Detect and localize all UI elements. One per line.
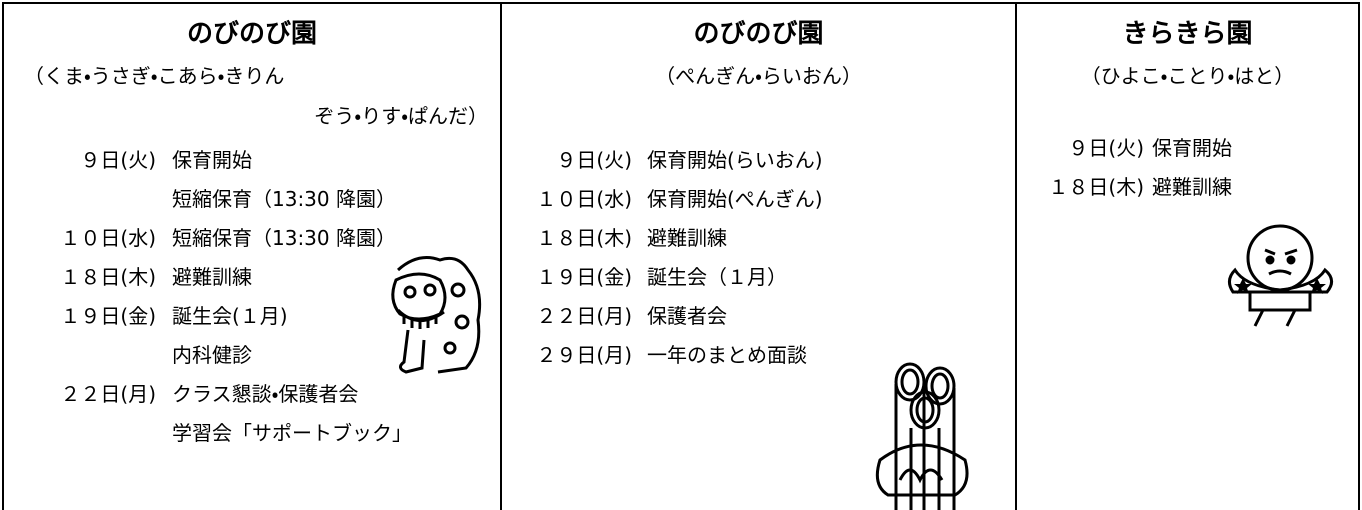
column-title: のびのび園 — [693, 19, 824, 49]
event-text: 一年のまとめ面談 — [647, 343, 807, 367]
subtitle-line: （ひよこ・ことり・はと） — [1080, 64, 1295, 88]
event-text: 内科健診 — [172, 343, 252, 367]
event-row: ９日(火) 保育開始(らいおん) — [502, 141, 1015, 180]
event-row: １０日(水) 保育開始(ぺんぎん) — [502, 180, 1015, 219]
event-text: クラス懇談・保護者会 — [172, 382, 359, 406]
column-title: きらきら園 — [1122, 19, 1253, 49]
subtitle-line: （ぺんぎん・らいおん） — [655, 64, 862, 88]
event-date: ２２日(月) — [60, 382, 156, 406]
event-text: 避難訓練 — [1152, 175, 1232, 199]
column-title: のびのび園 — [186, 19, 317, 49]
subtitle: （ひよこ・ことり・はと） — [1017, 56, 1358, 96]
event-date: １８日(木) — [1048, 175, 1144, 199]
event-date: １９日(金) — [536, 265, 632, 289]
event-list: ９日(火) 保育開始(らいおん) １０日(水) 保育開始(ぺんぎん) １８日(木) 避難訓… — [502, 141, 1015, 375]
event-date: １０日(水) — [60, 226, 156, 250]
event-date: １０日(水) — [536, 187, 632, 211]
event-row: ２２日(月) クラス懇談・保護者会 — [4, 375, 500, 414]
event-row: ９日(火) 保育開始 — [1017, 129, 1358, 168]
event-row: １９日(金) 誕生会(１月) — [4, 297, 500, 336]
event-text: 保育開始(ぺんぎん) — [647, 187, 823, 211]
event-date: ９日(火) — [80, 148, 156, 172]
event-date: ９日(火) — [1068, 136, 1144, 160]
event-text: 誕生会(１月) — [172, 304, 288, 328]
event-row: １８日(木) 避難訓練 — [1017, 168, 1358, 207]
event-text: 学習会「サポートブック」 — [172, 421, 412, 445]
column: のびのび園 （ぺんぎん・らいおん） ９日(火) 保育開始(らいおん) １０日(水) 保育開… — [500, 2, 1015, 510]
event-text: 保育開始(らいおん) — [647, 148, 823, 172]
event-row: １９日(金) 誕生会（１月） — [502, 258, 1015, 297]
event-list: ９日(火) 保育開始短縮保育（13:30 降園） １０日(水) 短縮保育（13:30 … — [4, 141, 500, 453]
event-text: 短縮保育（13:30 降園） — [172, 187, 396, 211]
event-text: 誕生会（１月） — [647, 265, 787, 289]
event-date: ２２日(月) — [536, 304, 632, 328]
event-row: 学習会「サポートブック」 — [4, 414, 500, 453]
event-text: 避難訓練 — [172, 265, 252, 289]
doll-illustration — [1228, 224, 1333, 327]
event-date: ２９日(月) — [536, 343, 632, 367]
event-row: １８日(木) 避難訓練 — [502, 219, 1015, 258]
subtitle: （ぺんぎん・らいおん） — [502, 56, 1015, 96]
event-row: ２２日(月) 保護者会 — [502, 297, 1015, 336]
event-row: １０日(水) 短縮保育（13:30 降園） — [4, 219, 500, 258]
event-text: 保育開始 — [1152, 136, 1232, 160]
event-text: 短縮保育（13:30 降園） — [172, 226, 396, 250]
event-date: １８日(木) — [60, 265, 156, 289]
event-text: 保護者会 — [647, 304, 727, 328]
lion-dance-illustration — [391, 256, 482, 374]
event-row: 短縮保育（13:30 降園） — [4, 180, 500, 219]
event-text: 保育開始 — [172, 148, 252, 172]
event-row: １８日(木) 避難訓練 — [4, 258, 500, 297]
event-row: 内科健診 — [4, 336, 500, 375]
subtitle: （くま・うさぎ・こあら・きりんぞう・りす・ぱんだ） — [4, 56, 500, 136]
event-date: １９日(金) — [60, 304, 156, 328]
column: のびのび園 （くま・うさぎ・こあら・きりんぞう・りす・ぱんだ） ９日(火) 保育開始短… — [2, 2, 500, 510]
kadomatsu-illustration — [875, 362, 969, 510]
event-list: ９日(火) 保育開始 １８日(木) 避難訓練 — [1017, 129, 1358, 207]
subtitle-line: ぞう・りす・ぱんだ） — [314, 104, 488, 128]
event-text: 避難訓練 — [647, 226, 727, 250]
event-date: １８日(木) — [536, 226, 632, 250]
event-row: ２９日(月) 一年のまとめ面談 — [502, 336, 1015, 375]
column: きらきら園 （ひよこ・ことり・はと） ９日(火) 保育開始 １８日(木) 避難訓練 — [1015, 2, 1360, 510]
event-row: ９日(火) 保育開始 — [4, 141, 500, 180]
subtitle-line: （くま・うさぎ・こあら・きりん — [24, 64, 285, 88]
event-date: ９日(火) — [556, 148, 632, 172]
